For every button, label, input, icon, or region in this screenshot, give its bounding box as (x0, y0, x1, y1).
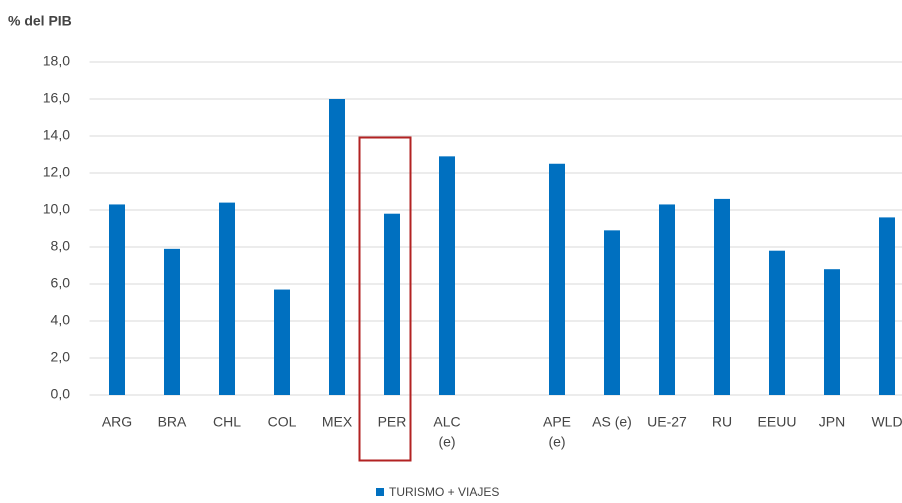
bar (824, 269, 840, 395)
bar (164, 248, 180, 395)
x-tick-label: APE (543, 414, 571, 430)
y-axis-title: % del PIB (8, 13, 72, 29)
y-tick-label: 4,0 (51, 312, 71, 328)
highlight-box (358, 136, 412, 462)
x-tick-label: (e) (548, 434, 565, 450)
x-tick-label: ARG (102, 414, 132, 430)
bar (549, 163, 565, 395)
x-tick-label: JPN (819, 414, 845, 430)
bar (274, 289, 290, 395)
bar (439, 156, 455, 395)
x-tick-label: UE-27 (647, 414, 687, 430)
bar (384, 213, 400, 395)
x-tick-label: (e) (438, 434, 455, 450)
y-tick-label: 6,0 (51, 275, 71, 291)
y-tick-label: 14,0 (43, 127, 70, 143)
legend-swatch (376, 488, 384, 496)
bar (219, 202, 235, 395)
bar (714, 198, 730, 395)
y-tick-label: 0,0 (51, 386, 71, 402)
x-tick-label: CHL (213, 414, 241, 430)
bar (329, 99, 345, 395)
y-tick-label: 12,0 (43, 164, 70, 180)
legend-label: TURISMO + VIAJES (389, 485, 499, 499)
bar (769, 250, 785, 395)
x-tick-label: EEUU (758, 414, 797, 430)
bar (109, 204, 125, 395)
x-tick-label: ALC (433, 414, 460, 430)
bar (604, 230, 620, 395)
x-tick-label: BRA (158, 414, 187, 430)
y-tick-label: 16,0 (43, 90, 70, 106)
y-tick-label: 8,0 (51, 238, 71, 254)
y-tick-label: 2,0 (51, 349, 71, 365)
x-tick-label: MEX (322, 414, 353, 430)
x-tick-label: RU (712, 414, 732, 430)
y-tick-label: 10,0 (43, 201, 70, 217)
y-tick-label: 18,0 (43, 53, 70, 69)
x-tick-label: WLD (871, 414, 902, 430)
bar (659, 204, 675, 395)
bar (879, 217, 895, 395)
x-tick-label: AS (e) (592, 414, 632, 430)
x-tick-label: PER (378, 414, 407, 430)
x-tick-label: COL (268, 414, 297, 430)
